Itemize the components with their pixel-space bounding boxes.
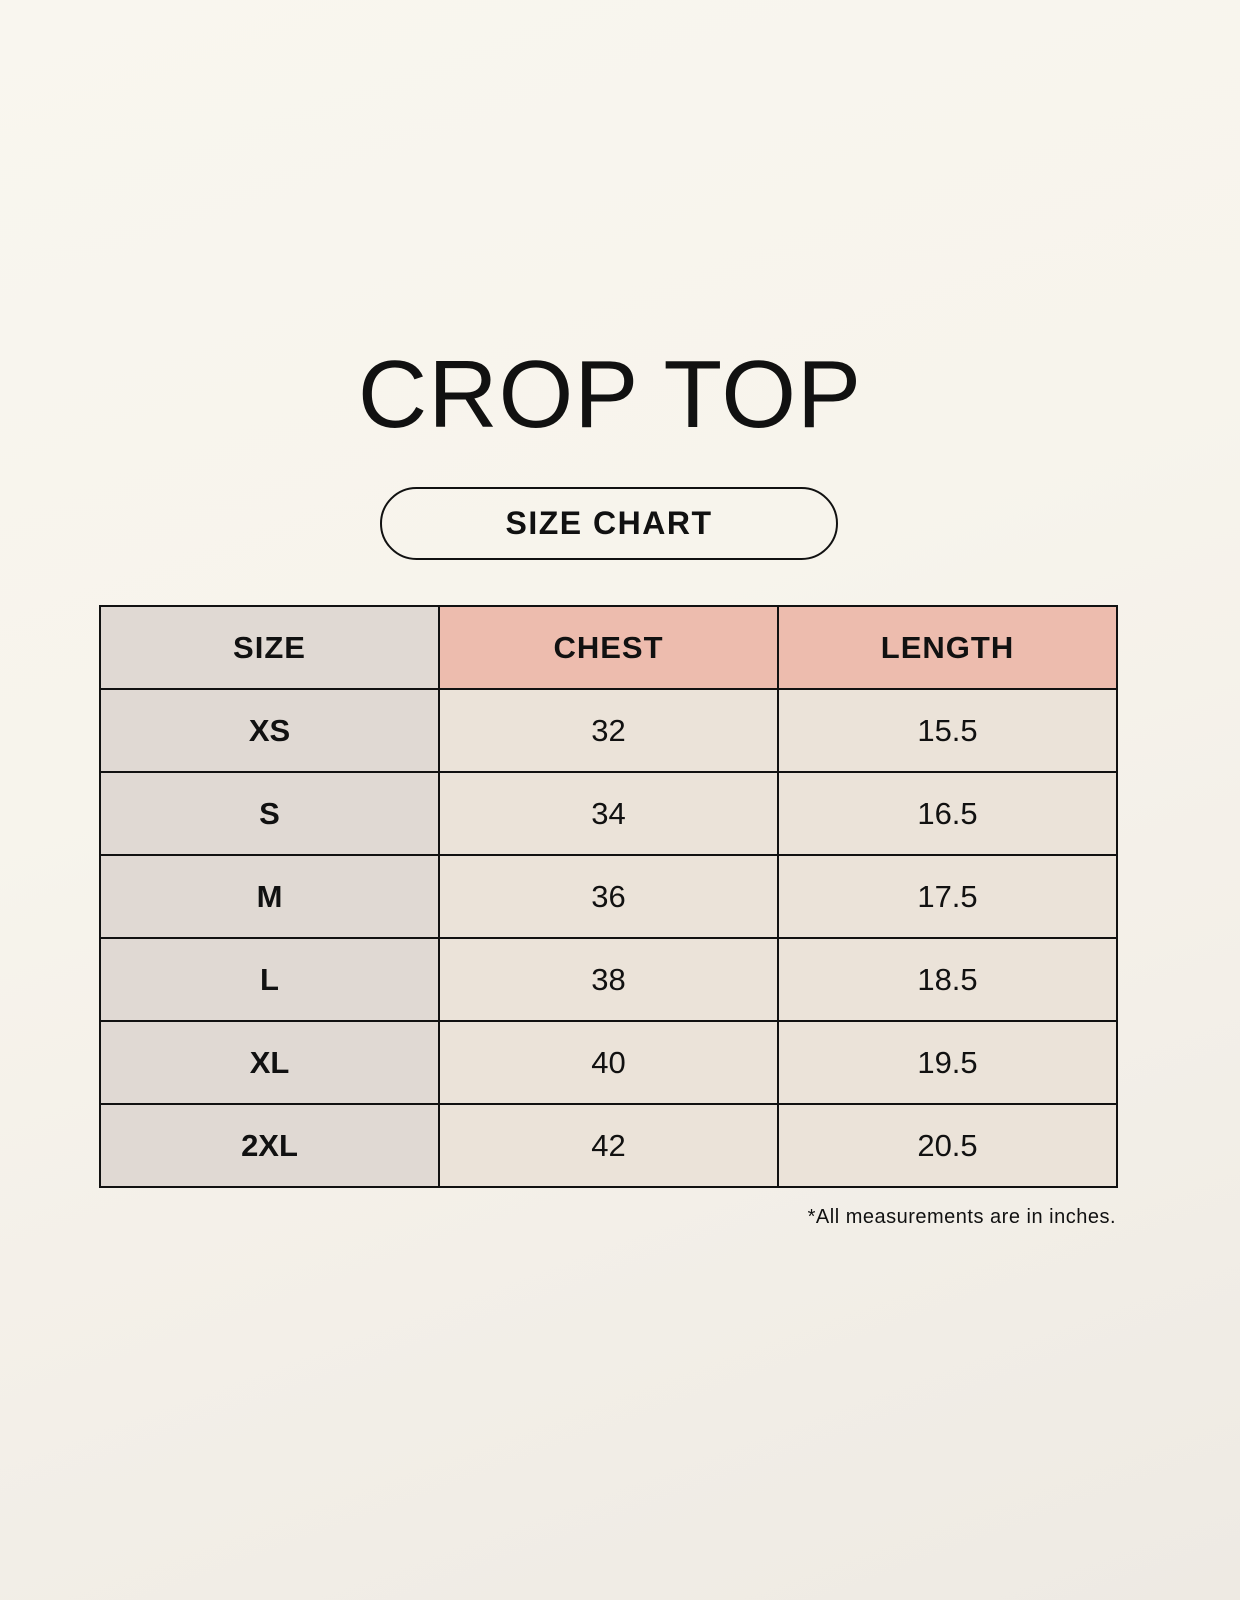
table-row: XS 32 15.5: [99, 688, 1118, 773]
cell-size: M: [99, 854, 440, 939]
cell-chest: 38: [438, 937, 779, 1022]
cell-chest: 40: [438, 1020, 779, 1105]
table-row: L 38 18.5: [99, 937, 1118, 1022]
cell-chest: 42: [438, 1103, 779, 1188]
page-title: CROP TOP: [357, 341, 863, 448]
size-table: SIZE CHEST LENGTH XS 32 15.5 S 34 16.5 M 36 17.5…: [99, 605, 1118, 1188]
cell-size: L: [99, 937, 440, 1022]
cell-length: 16.5: [777, 771, 1118, 856]
cell-size: S: [99, 771, 440, 856]
table-row: S 34 16.5: [99, 771, 1118, 856]
table-row: M 36 17.5: [99, 854, 1118, 939]
table-header-row: SIZE CHEST LENGTH: [99, 605, 1118, 690]
header-size: SIZE: [99, 605, 440, 690]
header-chest: CHEST: [438, 605, 779, 690]
cell-chest: 32: [438, 688, 779, 773]
cell-length: 20.5: [777, 1103, 1118, 1188]
table-row: XL 40 19.5: [99, 1020, 1118, 1105]
measurement-note: *All measurements are in inches.: [807, 1206, 1116, 1228]
cell-length: 17.5: [777, 854, 1118, 939]
cell-length: 19.5: [777, 1020, 1118, 1105]
size-chart-badge: SIZE CHART: [380, 487, 838, 560]
header-length: LENGTH: [777, 605, 1118, 690]
table-row: 2XL 42 20.5: [99, 1103, 1118, 1188]
cell-chest: 36: [438, 854, 779, 939]
cell-size: XS: [99, 688, 440, 773]
cell-chest: 34: [438, 771, 779, 856]
cell-size: XL: [99, 1020, 440, 1105]
cell-size: 2XL: [99, 1103, 440, 1188]
cell-length: 15.5: [777, 688, 1118, 773]
cell-length: 18.5: [777, 937, 1118, 1022]
